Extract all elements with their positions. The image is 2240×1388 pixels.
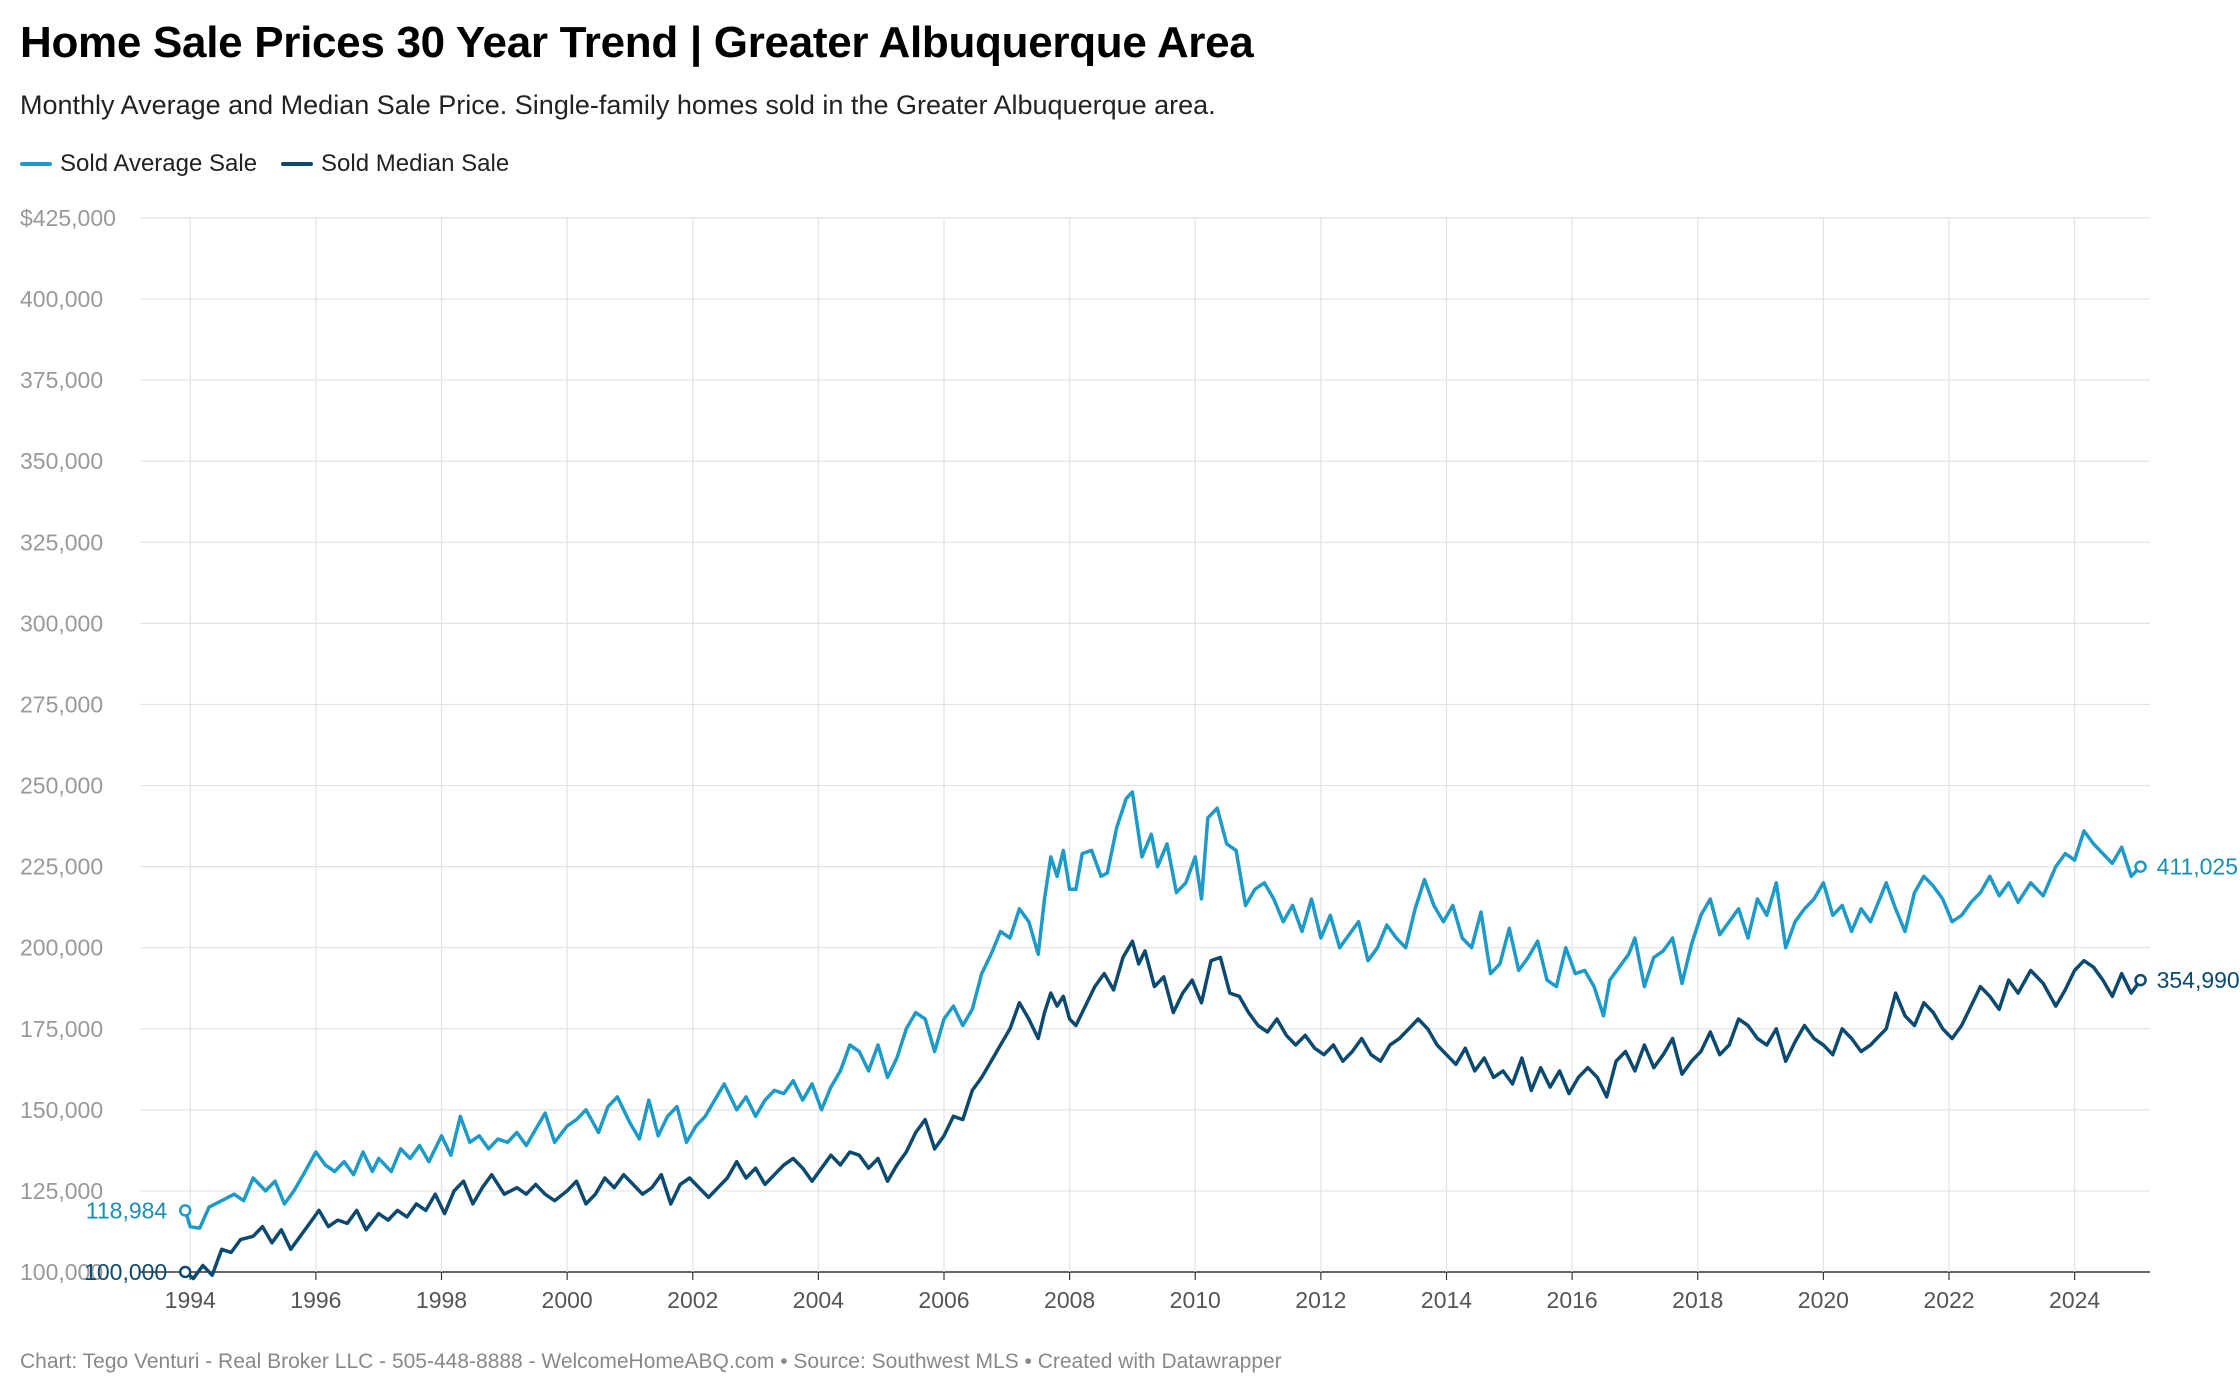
y-tick-label: $425,000 xyxy=(20,205,116,231)
x-tick-label: 1994 xyxy=(165,1287,216,1313)
y-tick-label: 400,000 xyxy=(20,286,103,312)
y-tick-label: 175,000 xyxy=(20,1016,103,1042)
y-tick-label: 375,000 xyxy=(20,367,103,393)
y-tick-label: 350,000 xyxy=(20,448,103,474)
legend-item-average: Sold Average Sale xyxy=(20,150,257,178)
series-end-point xyxy=(2134,973,2147,987)
y-tick-label: 325,000 xyxy=(20,529,103,555)
series-end-label: 411,025 xyxy=(2157,854,2238,880)
x-tick-label: 2004 xyxy=(793,1287,844,1313)
x-tick-label: 2014 xyxy=(1421,1287,1472,1313)
y-tick-label: 300,000 xyxy=(20,610,103,636)
legend: Sold Average Sale Sold Median Sale xyxy=(20,150,533,178)
x-tick-label: 2020 xyxy=(1798,1287,1849,1313)
x-tick-label: 2000 xyxy=(542,1287,593,1313)
x-tick-label: 2012 xyxy=(1295,1287,1346,1313)
x-tick-label: 2006 xyxy=(918,1287,969,1313)
legend-label-median: Sold Median Sale xyxy=(321,150,510,177)
x-tick-label: 2010 xyxy=(1170,1287,1221,1313)
x-tick-label: 2016 xyxy=(1547,1287,1598,1313)
series-start-point xyxy=(178,1265,192,1279)
legend-swatch-average xyxy=(20,162,52,166)
y-tick-label: 100,000 xyxy=(20,1259,103,1285)
legend-label-average: Sold Average Sale xyxy=(60,150,258,177)
x-tick-label: 2008 xyxy=(1044,1287,1095,1313)
series-line-median xyxy=(184,939,2143,1281)
chart-title: Home Sale Prices 30 Year Trend | Greater… xyxy=(20,18,1254,67)
series-start-label: 118,984 xyxy=(86,1197,168,1223)
x-tick-label: 2022 xyxy=(1923,1287,1974,1313)
y-tick-label: 125,000 xyxy=(20,1178,103,1204)
chart-subtitle: Monthly Average and Median Sale Price. S… xyxy=(20,90,1216,120)
series-start-point xyxy=(178,1204,192,1217)
series-start-label: 100,000 xyxy=(84,1259,167,1285)
series-line-average xyxy=(183,790,2142,1230)
x-tick-label: 1998 xyxy=(416,1287,467,1313)
x-tick-label: 2002 xyxy=(667,1287,718,1313)
y-tick-label: 275,000 xyxy=(20,691,103,717)
series-end-label: 354,990 xyxy=(2157,967,2240,993)
legend-item-median: Sold Median Sale xyxy=(281,150,509,178)
x-tick-label: 2018 xyxy=(1672,1287,1723,1313)
x-tick-label: 2024 xyxy=(2049,1287,2100,1313)
y-tick-label: 150,000 xyxy=(20,1097,103,1123)
y-tick-label: 225,000 xyxy=(20,854,103,880)
chart-footer: Chart: Tego Venturi - Real Broker LLC - … xyxy=(20,1350,1282,1373)
x-tick-label: 1996 xyxy=(290,1287,341,1313)
series-end-point xyxy=(2134,860,2147,873)
y-tick-label: 250,000 xyxy=(20,773,103,799)
legend-swatch-median xyxy=(281,162,314,166)
y-tick-label: 200,000 xyxy=(20,935,103,961)
